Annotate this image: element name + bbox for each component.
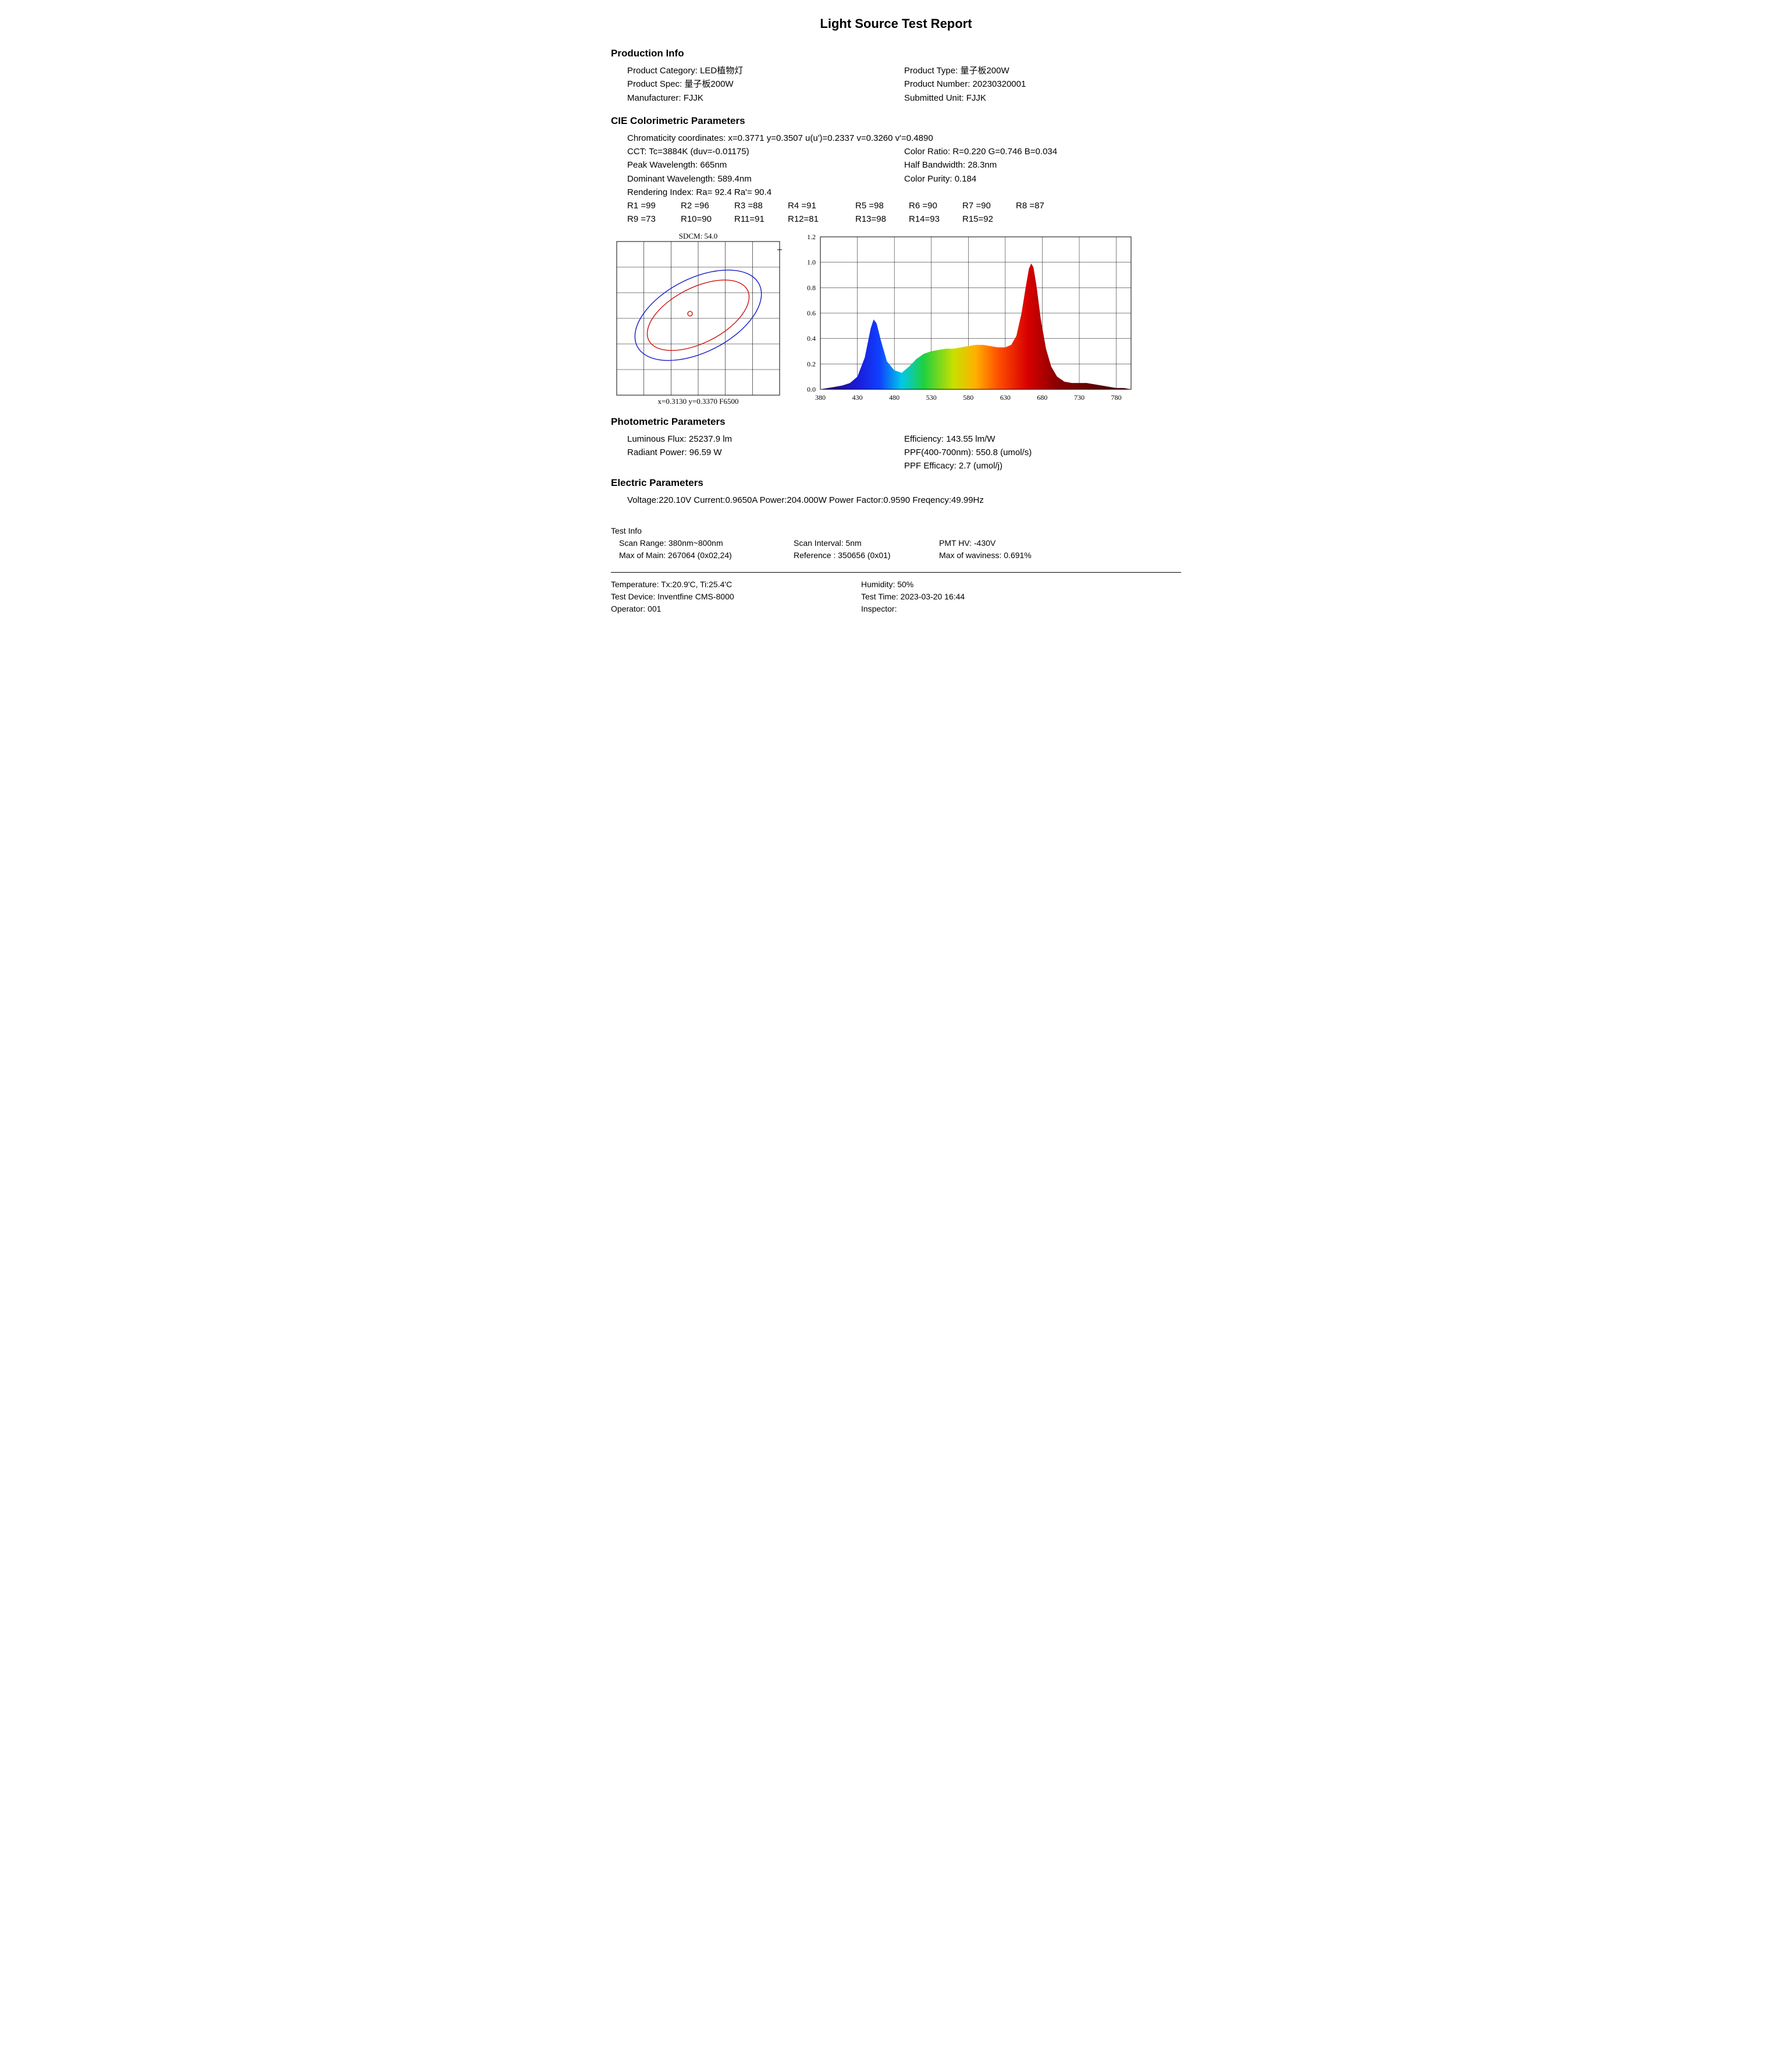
prod-type-label: Product Type: <box>904 66 960 76</box>
divider <box>611 572 1181 573</box>
ti-pmt-hv: PMT HV: -430V <box>939 537 1181 549</box>
prod-category-label: Product Category: <box>627 66 700 76</box>
svg-text:730: 730 <box>1074 393 1085 402</box>
svg-text:780: 780 <box>1111 393 1122 402</box>
cie-color-ratio: Color Ratio: R=0.220 G=0.746 B=0.034 <box>904 145 1181 158</box>
svg-text:0.8: 0.8 <box>807 283 816 292</box>
svg-text:x=0.3130 y=0.3370 F6500: x=0.3130 y=0.3370 F6500 <box>658 397 739 406</box>
cie-peak: Peak Wavelength: 665nm <box>627 158 904 172</box>
cie-cct: CCT: Tc=3884K (duv=-0.01175) <box>627 145 904 158</box>
footer-block: Temperature: Tx:20.9'C, Ti:25.4'C Humidi… <box>611 578 1181 615</box>
test-info-block: Test Info Scan Range: 380nm~800nm Scan I… <box>611 525 1181 562</box>
cie-purity: Color Purity: 0.184 <box>904 172 1181 186</box>
report-title: Light Source Test Report <box>611 16 1181 31</box>
cie-chroma: Chromaticity coordinates: x=0.3771 y=0.3… <box>627 132 1181 145</box>
manufacturer: FJJK <box>684 93 703 103</box>
svg-text:680: 680 <box>1037 393 1047 402</box>
ti-max-wav: Max of waviness: 0.691% <box>939 549 1181 562</box>
prod-number-label: Product Number: <box>904 79 973 89</box>
ti-scan-range: Scan Range: 380nm~800nm <box>619 537 794 549</box>
prod-number: 20230320001 <box>973 79 1026 89</box>
svg-text:430: 430 <box>852 393 863 402</box>
pm-radiant: Radiant Power: 96.59 W <box>627 446 904 459</box>
pm-ppf: PPF(400-700nm): 550.8 (umol/s) <box>904 446 1181 459</box>
svg-text:480: 480 <box>889 393 899 402</box>
cie-r-row1: R1 =99R2 =96R3 =88R4 =91R5 =98R6 =90R7 =… <box>627 199 1181 212</box>
svg-text:630: 630 <box>1000 393 1011 402</box>
ti-max-main: Max of Main: 267064 (0x02,24) <box>619 549 794 562</box>
prod-spec-label: Product Spec: <box>627 79 684 89</box>
cie-dominant: Dominant Wavelength: 589.4nm <box>627 172 904 186</box>
f-temperature: Temperature: Tx:20.9'C, Ti:25.4'C <box>611 578 861 591</box>
svg-text:0.2: 0.2 <box>807 360 816 368</box>
svg-text:380: 380 <box>815 393 826 402</box>
cie-heading: CIE Colorimetric Parameters <box>611 115 1181 127</box>
svg-text:530: 530 <box>926 393 937 402</box>
pm-efficiency: Efficiency: 143.55 lm/W <box>904 432 1181 446</box>
charts-row: SDCM: 54.0 x=0.3130 y=0.3370 F6500 0.0 0.2… <box>611 231 1181 406</box>
svg-text:SDCM: 54.0: SDCM: 54.0 <box>679 232 717 240</box>
prod-category: LED植物灯 <box>700 66 743 76</box>
svg-text:0.6: 0.6 <box>807 309 816 317</box>
f-test-time: Test Time: 2023-03-20 16:44 <box>861 591 1181 603</box>
electric-heading: Electric Parameters <box>611 477 1181 489</box>
f-device: Test Device: Inventfine CMS-8000 <box>611 591 861 603</box>
f-inspector: Inspector: <box>861 603 1181 615</box>
submitted-label: Submitted Unit: <box>904 93 966 103</box>
manufacturer-label: Manufacturer: <box>627 93 684 103</box>
svg-text:1.0: 1.0 <box>807 258 816 266</box>
cie-halfbw: Half Bandwidth: 28.3nm <box>904 158 1181 172</box>
cie-ra: Rendering Index: Ra= 92.4 Ra'= 90.4 <box>627 186 1181 199</box>
electric-line: Voltage:220.10V Current:0.9650A Power:20… <box>627 494 1181 507</box>
pm-flux: Luminous Flux: 25237.9 lm <box>627 432 904 446</box>
ti-scan-interval: Scan Interval: 5nm <box>794 537 939 549</box>
svg-text:580: 580 <box>963 393 973 402</box>
svg-text:0.0: 0.0 <box>807 385 816 393</box>
svg-text:0.4: 0.4 <box>807 334 816 342</box>
prod-spec: 量子板200W <box>684 79 733 89</box>
photometric-block: Luminous Flux: 25237.9 lm Radiant Power:… <box>627 432 1181 473</box>
production-info-heading: Production Info <box>611 48 1181 59</box>
submitted: FJJK <box>966 93 986 103</box>
f-operator: Operator: 001 <box>611 603 861 615</box>
f-humidity: Humidity: 50% <box>861 578 1181 591</box>
photometric-heading: Photometric Parameters <box>611 416 1181 428</box>
test-info-heading: Test Info <box>611 525 1181 537</box>
production-info-block: Product Category: LED植物灯 Product Spec: 量… <box>627 64 1181 105</box>
svg-text:1.2: 1.2 <box>807 233 816 241</box>
ti-reference: Reference : 350656 (0x01) <box>794 549 939 562</box>
pm-ppf-eff: PPF Efficacy: 2.7 (umol/j) <box>904 459 1181 473</box>
prod-type: 量子板200W <box>960 66 1009 76</box>
spectrum-chart: 0.0 0.2 0.4 0.6 0.8 1.0 1.2 380 430 480 530 580 630 6… <box>794 231 1137 406</box>
cie-block: Chromaticity coordinates: x=0.3771 y=0.3… <box>627 132 1181 226</box>
cie-r-row2: R9 =73R10=90R11=91R12=81R13=98R14=93R15=… <box>627 212 1181 226</box>
sdcm-chart: SDCM: 54.0 x=0.3130 y=0.3370 F6500 <box>611 231 785 406</box>
